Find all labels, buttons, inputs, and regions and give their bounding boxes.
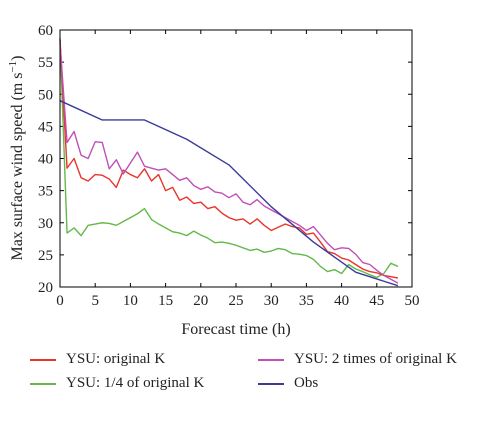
series-line-obs	[59, 100, 399, 287]
x-tick-label: 30	[264, 293, 279, 309]
plot-frame	[59, 29, 413, 288]
y-tick-label: 45	[38, 119, 53, 135]
y-tick-label: 50	[38, 87, 53, 103]
y-tick-label: 60	[38, 23, 53, 39]
y-axis-label-text: Max surface wind speed (m s	[9, 73, 26, 261]
series-line-ysu-original-k	[59, 39, 399, 279]
x-tick-label: 35	[299, 293, 314, 309]
x-tick-label: 15	[158, 293, 173, 309]
y-tick-label: 20	[38, 280, 53, 296]
y-tick-label: 35	[38, 184, 53, 200]
y-axis-label: Max surface wind speed (m s−1)	[7, 56, 26, 261]
y-axis-label-unit-superscript: −1	[7, 61, 19, 73]
x-tick-label: 45	[369, 293, 384, 309]
x-axis-label: Forecast time (h)	[181, 321, 290, 338]
y-tick-label: 55	[38, 55, 53, 71]
y-tick-label: 25	[38, 248, 53, 264]
series-line-ysu-2-times-of-original-k	[59, 42, 399, 284]
x-tick-label: 20	[193, 293, 208, 309]
x-tick-label: 5	[91, 293, 99, 309]
x-tick-label: 25	[229, 293, 244, 309]
y-axis-label-close: )	[9, 56, 26, 61]
x-tick-label: 40	[334, 293, 349, 309]
y-tick-label: 30	[38, 216, 53, 232]
x-tick-label: 0	[56, 293, 64, 309]
y-tick-label: 40	[38, 152, 53, 168]
series-line-ysu-1-4-of-original-k	[59, 37, 399, 279]
x-tick-label: 50	[405, 293, 420, 309]
x-tick-label: 10	[123, 293, 138, 309]
